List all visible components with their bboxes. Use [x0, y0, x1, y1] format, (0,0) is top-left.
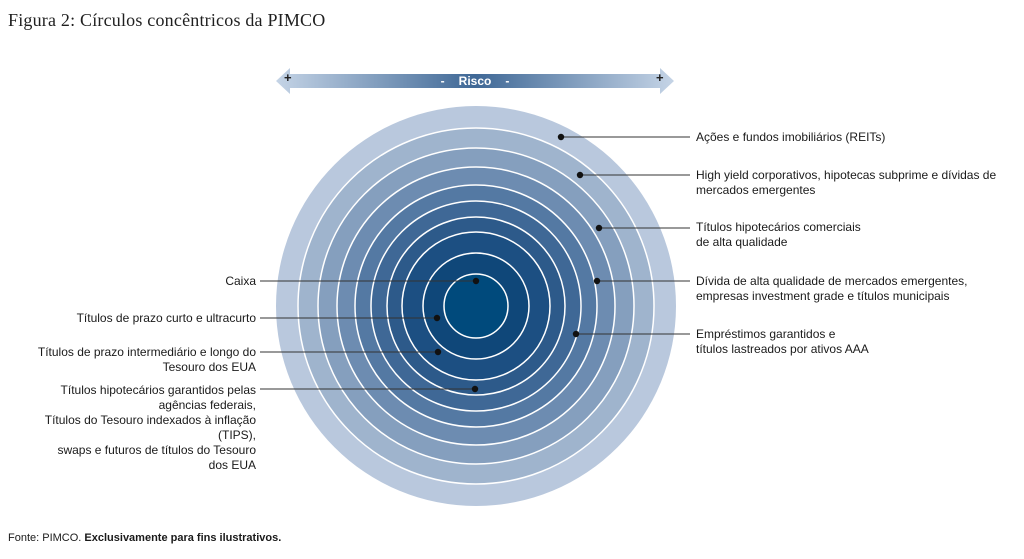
label-divida-emergentes: Dívida de alta qualidade de mercados eme…	[696, 274, 968, 303]
label-caixa: Caixa	[225, 274, 256, 288]
risk-label: Risco	[458, 74, 492, 88]
label-high-yield: High yield corporativos, hipotecas subpr…	[696, 168, 997, 197]
label-prazo-curto: Títulos de prazo curto e ultracurto	[76, 311, 256, 325]
risk-plus-left: +	[284, 70, 292, 85]
ring-10	[443, 273, 509, 339]
leader-hipotecarios-agencias	[260, 385, 479, 393]
leader-hipotecarios-comerciais	[595, 224, 690, 232]
label-prazo-intermediario: Títulos de prazo intermediário e longo d…	[37, 345, 256, 374]
footer: Fonte: PIMCO. Exclusivamente para fins i…	[8, 532, 281, 544]
figure-title: Figura 2: Círculos concêntricos da PIMCO	[8, 10, 326, 30]
footer-source: Fonte: PIMCO.	[8, 532, 82, 544]
label-hipotecarios-comerciais: Títulos hipotecários comerciais de alta …	[696, 220, 861, 249]
risk-arrow	[276, 68, 674, 94]
leader-prazo-curto	[260, 314, 441, 322]
footer-note: Exclusivamente para fins ilustrativos.	[84, 532, 282, 544]
label-emprestimos-garantidos: Empréstimos garantidos e títulos lastrea…	[696, 327, 869, 356]
label-hipotecarios-agencias: Títulos hipotecários garantidos pelas ag…	[44, 383, 256, 472]
leader-emprestimos-garantidos	[572, 330, 690, 338]
leader-acoes-reits	[557, 133, 690, 141]
risk-plus-right: +	[656, 70, 664, 85]
leader-prazo-intermediario	[260, 348, 442, 356]
risk-label-group: - Risco -	[276, 66, 674, 96]
risk-minus-right: -	[505, 74, 510, 88]
risk-minus-left: -	[440, 74, 445, 88]
leader-divida-emergentes	[593, 277, 690, 285]
label-acoes-reits: Ações e fundos imobiliários (REITs)	[696, 130, 886, 144]
leader-high-yield	[576, 171, 690, 179]
leader-caixa	[260, 277, 480, 285]
